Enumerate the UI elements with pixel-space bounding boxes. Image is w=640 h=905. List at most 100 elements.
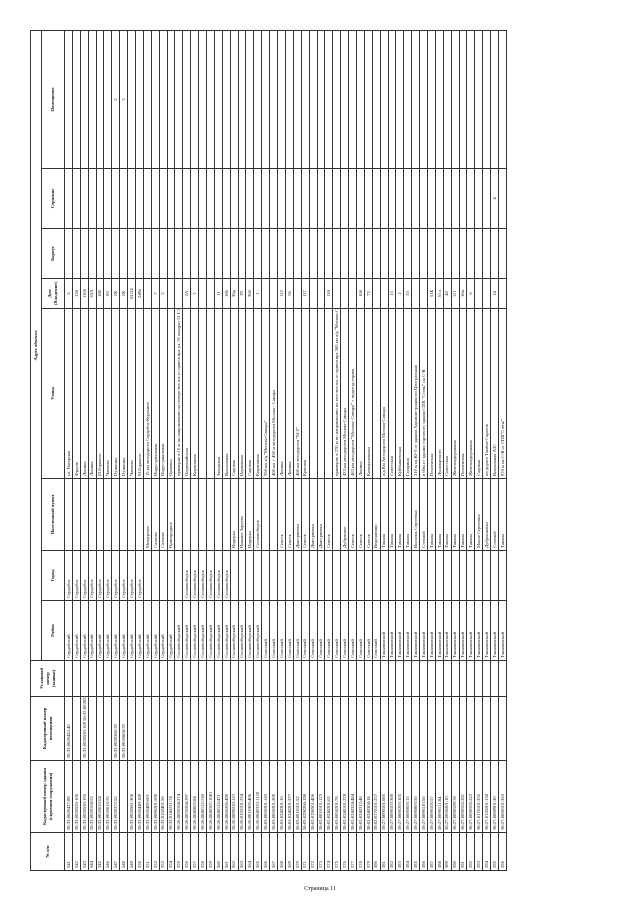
cell-district: Тамалинский: [498, 600, 507, 661]
cell-conditional-number: [317, 660, 325, 697]
cell-korpus: [119, 228, 128, 279]
cell-num: 564: [245, 832, 254, 871]
cell-stroenie: [411, 168, 420, 229]
table-row: 550 58:32:0020449:189 Сердобский Сердобск М.…: [135, 30, 144, 871]
table-row: 591 58:27:0090102:281 Тамалинский Тамала Пен…: [459, 30, 467, 871]
cell-num: 563: [238, 832, 246, 871]
cell-korpus: [498, 228, 507, 279]
cell-city: Сердобск: [72, 550, 81, 601]
table-row: 553 58:32:0150401:56 Сердобский Сазонье Инду…: [159, 30, 168, 871]
cell-settlement: Индерка: [245, 478, 254, 551]
cell-street: Заводская: [214, 308, 223, 479]
cell-house: [372, 278, 381, 309]
cell-district: Сосновоборский: [214, 600, 223, 661]
cell-num: 589: [443, 832, 452, 871]
cell-building-cadastral: 58:32:0090201:590: [151, 760, 160, 833]
cell-city: Сердобск: [96, 550, 104, 601]
table-row: 585 58:27:0080803:50 Тамалинский Волхонк Се…: [411, 30, 420, 871]
header-room-cadastral: Кадастровый номер помещения: [30, 696, 65, 761]
cell-building-cadastral: 58:02:0240324:484: [348, 760, 357, 833]
cell-stroenie: [238, 168, 246, 229]
cell-house: 1К: [119, 278, 128, 309]
cell-room-cadastral: [182, 696, 191, 761]
cell-city: [245, 550, 254, 601]
cell-city: [332, 550, 341, 601]
cell-conditional-number: [482, 660, 491, 697]
cell-num: 557: [190, 832, 199, 871]
cell-building-cadastral: 58:03:0050201:118: [261, 760, 270, 833]
page-footer: Страница 11: [304, 886, 336, 892]
property-register-table: № п/п Кадастровый номер здания (строения…: [30, 30, 507, 871]
cell-settlement: Спасск: [348, 478, 357, 551]
cell-pomeshenie: [293, 30, 302, 169]
cell-num: 543: [80, 832, 89, 871]
cell-stroenie: [317, 168, 325, 229]
cell-street: Ленина: [285, 308, 294, 479]
cell-num: 593: [474, 832, 483, 871]
cell-house: 5: [64, 278, 73, 309]
cell-building-cadastral: 58:32:0020610:64: [96, 760, 104, 833]
cell-conditional-number: [277, 660, 286, 697]
cell-korpus: [293, 228, 302, 279]
cell-city: [395, 550, 404, 601]
cell-district: Спасский: [372, 600, 381, 661]
cell-settlement: [269, 478, 278, 551]
cell-stroenie: [80, 168, 89, 229]
cell-district: Сердобский: [96, 600, 104, 661]
cell-korpus: [356, 228, 365, 279]
cell-settlement: Тамала: [395, 478, 404, 551]
cell-stroenie: [474, 168, 483, 229]
cell-pomeshenie: [127, 30, 136, 169]
cell-settlement: Спасск: [324, 478, 333, 551]
cell-settlement: Сазонье: [151, 478, 160, 551]
cell-conditional-number: [372, 660, 381, 697]
cell-building-cadastral: 58:26:0010305:406: [245, 760, 254, 833]
cell-num: 571: [301, 832, 310, 871]
cell-house: [317, 278, 325, 309]
cell-city: Сосновоборск: [182, 550, 191, 601]
cell-district: Спасский: [348, 600, 357, 661]
cell-street: Пензенская: [427, 308, 436, 479]
cell-pomeshenie: 3: [119, 30, 128, 169]
cell-pomeshenie: [151, 30, 160, 169]
cell-building-cadastral: 58:27:0090102:281: [459, 760, 467, 833]
cell-korpus: [103, 228, 112, 279]
cell-room-cadastral: [427, 696, 436, 761]
cell-city: [498, 550, 507, 601]
cell-building-cadastral: 58:26:0040113:158: [198, 760, 207, 833]
cell-district: Тамалинский: [388, 600, 396, 661]
cell-street: М.Горького: [135, 308, 144, 479]
cell-district: Сосновоборский: [174, 600, 183, 661]
cell-room-cadastral: [206, 696, 215, 761]
table-row: 547 58:32:0020372:52 58:32:0020366:78 Сердо…: [111, 30, 120, 871]
cell-conditional-number: [103, 660, 112, 697]
cell-num: 595: [490, 832, 499, 871]
cell-house: 117: [301, 278, 310, 309]
cell-district: Сердобский: [111, 600, 120, 661]
cell-num: 586: [419, 832, 428, 871]
header-building-cadastral: Кадастровый номер здания (строения соору…: [30, 760, 65, 833]
cell-stroenie: [498, 168, 507, 229]
cell-street: а/д Км Автодороги Москва-Самара: [380, 308, 389, 479]
cell-stroenie: [198, 168, 207, 229]
cell-district: Тамалинский: [427, 600, 436, 661]
cell-district: Сердобский: [135, 600, 144, 661]
cell-settlement: [119, 478, 128, 551]
cell-house: 51 а: [435, 278, 444, 309]
cell-korpus: [411, 228, 420, 279]
table-row: 593 58:27:0170101:355 Тамалинский Малая Сер…: [474, 30, 483, 871]
cell-room-cadastral: [332, 696, 341, 761]
cell-stroenie: [443, 168, 452, 229]
cell-house: [261, 278, 270, 309]
cell-korpus: [198, 228, 207, 279]
cell-conditional-number: [324, 660, 333, 697]
cell-district: Спасский: [301, 600, 310, 661]
cell-num: 541: [64, 832, 73, 871]
cell-conditional-number: [332, 660, 341, 697]
cell-pomeshenie: [253, 30, 262, 169]
cell-korpus: [324, 228, 333, 279]
cell-num: 556: [182, 832, 191, 871]
cell-district: Спасский: [317, 600, 325, 661]
cell-room-cadastral: [103, 696, 112, 761]
table-row: 541 58:32:0020427:89 58:32:0020422:46 Сердо…: [64, 30, 73, 871]
